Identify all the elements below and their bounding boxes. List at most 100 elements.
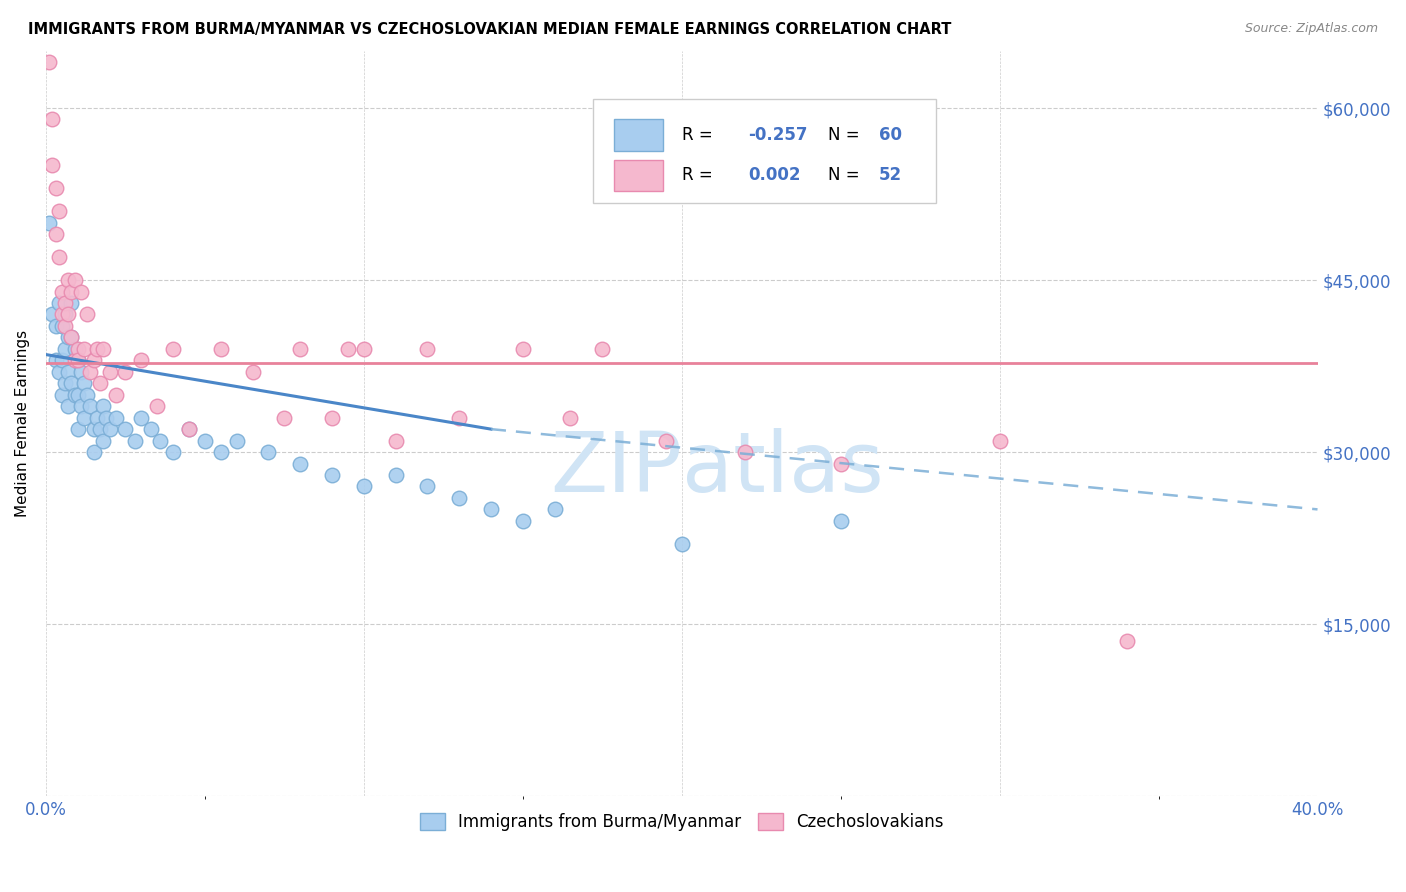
- Point: [83, 353, 105, 368]
- Point: [53, 308, 76, 322]
- Point: [51, 285, 73, 299]
- Point: [149, 434, 172, 448]
- Point: [38, 55, 60, 70]
- FancyBboxPatch shape: [614, 160, 662, 191]
- FancyBboxPatch shape: [614, 120, 662, 151]
- Point: [66, 342, 89, 356]
- Point: [830, 514, 852, 528]
- Point: [139, 422, 162, 436]
- Point: [257, 445, 280, 459]
- Point: [70, 285, 93, 299]
- Point: [104, 410, 127, 425]
- Point: [655, 434, 678, 448]
- Point: [58, 330, 80, 344]
- Point: [91, 399, 114, 413]
- Text: N =: N =: [828, 126, 865, 144]
- Point: [734, 445, 756, 459]
- Point: [63, 342, 86, 356]
- Point: [146, 399, 169, 413]
- Point: [89, 422, 111, 436]
- Text: atlas: atlas: [682, 427, 883, 508]
- Point: [273, 410, 295, 425]
- Point: [988, 434, 1011, 448]
- Point: [449, 491, 471, 505]
- Point: [41, 308, 63, 322]
- Point: [353, 342, 375, 356]
- Point: [53, 318, 76, 333]
- Point: [76, 388, 98, 402]
- Point: [51, 318, 73, 333]
- Point: [60, 376, 83, 391]
- Point: [91, 434, 114, 448]
- Point: [44, 227, 66, 242]
- Point: [162, 342, 184, 356]
- Point: [66, 388, 89, 402]
- Point: [416, 342, 439, 356]
- Point: [83, 422, 105, 436]
- Point: [70, 399, 93, 413]
- FancyBboxPatch shape: [593, 99, 936, 203]
- Text: R =: R =: [682, 166, 717, 184]
- Point: [591, 342, 613, 356]
- Point: [48, 204, 70, 219]
- Point: [60, 330, 83, 344]
- Point: [98, 365, 121, 379]
- Point: [63, 353, 86, 368]
- Text: -0.257: -0.257: [748, 126, 807, 144]
- Point: [66, 353, 89, 368]
- Point: [449, 410, 471, 425]
- Point: [89, 376, 111, 391]
- Point: [104, 388, 127, 402]
- Point: [512, 342, 534, 356]
- Text: 0.002: 0.002: [748, 166, 800, 184]
- Point: [51, 308, 73, 322]
- Point: [321, 410, 343, 425]
- Point: [48, 296, 70, 310]
- Point: [48, 365, 70, 379]
- Point: [543, 502, 565, 516]
- Text: IMMIGRANTS FROM BURMA/MYANMAR VS CZECHOSLOVAKIAN MEDIAN FEMALE EARNINGS CORRELAT: IMMIGRANTS FROM BURMA/MYANMAR VS CZECHOS…: [28, 22, 952, 37]
- Point: [73, 410, 96, 425]
- Point: [560, 410, 582, 425]
- Point: [66, 353, 89, 368]
- Point: [353, 479, 375, 493]
- Point: [41, 158, 63, 172]
- Point: [177, 422, 200, 436]
- Point: [63, 388, 86, 402]
- Point: [114, 422, 136, 436]
- Text: Source: ZipAtlas.com: Source: ZipAtlas.com: [1244, 22, 1378, 36]
- Point: [44, 181, 66, 195]
- Point: [58, 308, 80, 322]
- Point: [53, 376, 76, 391]
- Text: N =: N =: [828, 166, 865, 184]
- Point: [76, 308, 98, 322]
- Point: [290, 457, 312, 471]
- Point: [70, 365, 93, 379]
- Point: [290, 342, 312, 356]
- Point: [79, 399, 101, 413]
- Point: [83, 445, 105, 459]
- Point: [96, 410, 118, 425]
- Point: [131, 353, 153, 368]
- Point: [58, 273, 80, 287]
- Point: [48, 250, 70, 264]
- Point: [384, 467, 406, 482]
- Point: [58, 365, 80, 379]
- Point: [60, 296, 83, 310]
- Point: [124, 434, 146, 448]
- Point: [830, 457, 852, 471]
- Point: [44, 353, 66, 368]
- Point: [86, 342, 108, 356]
- Point: [194, 434, 217, 448]
- Point: [114, 365, 136, 379]
- Point: [73, 376, 96, 391]
- Point: [91, 342, 114, 356]
- Point: [51, 388, 73, 402]
- Text: R =: R =: [682, 126, 717, 144]
- Point: [321, 467, 343, 482]
- Point: [41, 112, 63, 127]
- Point: [416, 479, 439, 493]
- Point: [53, 296, 76, 310]
- Point: [58, 399, 80, 413]
- Point: [242, 365, 264, 379]
